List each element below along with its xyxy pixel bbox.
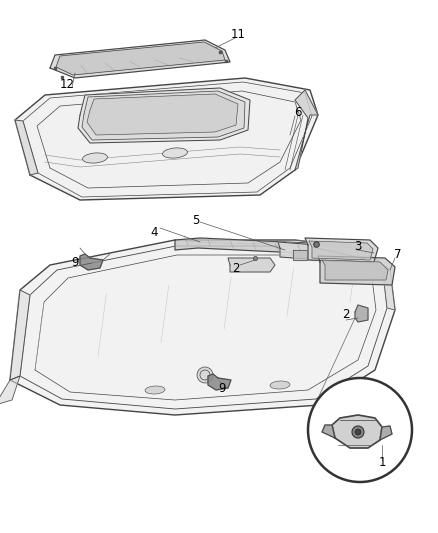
- Ellipse shape: [82, 153, 107, 163]
- Text: 7: 7: [394, 248, 402, 262]
- Polygon shape: [309, 241, 373, 260]
- Polygon shape: [0, 376, 20, 405]
- Text: 11: 11: [230, 28, 246, 42]
- Polygon shape: [305, 238, 378, 262]
- Polygon shape: [318, 256, 395, 285]
- Polygon shape: [328, 250, 342, 260]
- Polygon shape: [380, 426, 392, 440]
- Text: 2: 2: [342, 309, 350, 321]
- Polygon shape: [383, 270, 395, 310]
- Text: 9: 9: [71, 255, 79, 269]
- Polygon shape: [10, 290, 30, 380]
- Ellipse shape: [270, 381, 290, 389]
- Polygon shape: [295, 90, 318, 170]
- Circle shape: [197, 367, 213, 383]
- Polygon shape: [56, 42, 225, 75]
- Polygon shape: [332, 415, 382, 448]
- Text: 2: 2: [232, 262, 240, 274]
- Polygon shape: [228, 258, 275, 272]
- Ellipse shape: [162, 148, 187, 158]
- Polygon shape: [293, 250, 307, 260]
- Polygon shape: [311, 250, 325, 260]
- Text: 1: 1: [378, 456, 386, 469]
- Polygon shape: [80, 254, 103, 270]
- Polygon shape: [208, 374, 231, 390]
- Text: 4: 4: [150, 225, 158, 238]
- Polygon shape: [78, 88, 250, 143]
- Circle shape: [355, 429, 361, 435]
- Polygon shape: [278, 242, 358, 262]
- Polygon shape: [322, 260, 388, 280]
- Text: 3: 3: [354, 239, 362, 253]
- Ellipse shape: [145, 386, 165, 394]
- Polygon shape: [322, 425, 335, 438]
- Text: 5: 5: [192, 214, 200, 227]
- Polygon shape: [50, 40, 230, 78]
- Polygon shape: [87, 94, 238, 135]
- Text: 12: 12: [60, 77, 74, 91]
- Circle shape: [200, 370, 210, 380]
- Polygon shape: [15, 78, 318, 200]
- Text: 9: 9: [218, 382, 226, 394]
- Circle shape: [352, 426, 364, 438]
- Polygon shape: [175, 238, 355, 255]
- Polygon shape: [82, 91, 245, 140]
- Polygon shape: [15, 120, 38, 175]
- Circle shape: [308, 378, 412, 482]
- Text: 6: 6: [294, 107, 302, 119]
- Polygon shape: [355, 305, 368, 322]
- Polygon shape: [10, 240, 395, 415]
